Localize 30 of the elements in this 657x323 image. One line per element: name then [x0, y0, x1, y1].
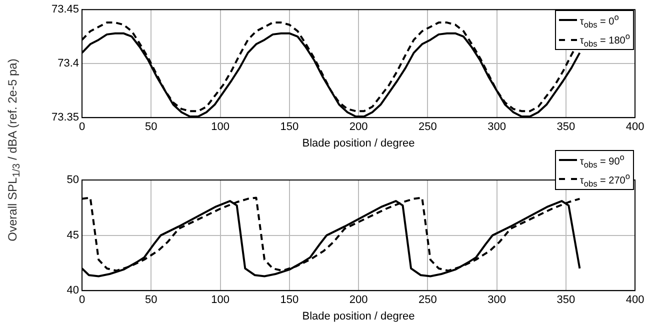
x-tick-label: 250 — [418, 121, 437, 134]
legend-label: τ$_{obs}$ = 270$^{o}$ — [580, 170, 630, 190]
x-tick-label: 0 — [78, 121, 86, 134]
x-tick-label: 50 — [145, 121, 158, 134]
x-tick-label: 100 — [211, 121, 230, 134]
y-tick-label: 73.35 — [51, 112, 79, 124]
legend-label: τ$_{obs}$ = 0$^{o}$ — [580, 10, 619, 30]
x-axis-title: Blade position / degree — [302, 310, 415, 322]
x-tick-label: 400 — [626, 294, 644, 306]
x-tick-label: 350 — [556, 121, 576, 134]
x-tick-label: 200 — [349, 294, 368, 306]
y-tick-label: 73.45 — [51, 4, 79, 16]
x-tick-label: 250 — [418, 294, 437, 306]
x-axis-title: Blade position / degree — [302, 137, 415, 150]
x-tick-label: 0 — [78, 294, 86, 306]
x-tick-label: 150 — [280, 121, 299, 134]
x-tick-label: 50 — [145, 294, 158, 306]
x-tick-label: 200 — [349, 121, 368, 134]
y-tick-label: 50 — [66, 174, 79, 186]
x-tick-label: 350 — [556, 294, 576, 306]
x-tick-label: 150 — [280, 294, 299, 306]
x-tick-label: 100 — [211, 294, 230, 306]
x-tick-label: 300 — [488, 121, 506, 134]
x-tick-label: 400 — [626, 121, 644, 134]
legend-label: τ$_{obs}$ = 180$^{o}$ — [580, 30, 630, 50]
x-tick-label: 300 — [488, 294, 506, 306]
y-tick-label: 40 — [66, 284, 79, 297]
y-tick-label: 73.4 — [58, 58, 79, 70]
legend-label: τ$_{obs}$ = 90$^{o}$ — [580, 150, 624, 170]
y-tick-label: 45 — [66, 229, 79, 242]
